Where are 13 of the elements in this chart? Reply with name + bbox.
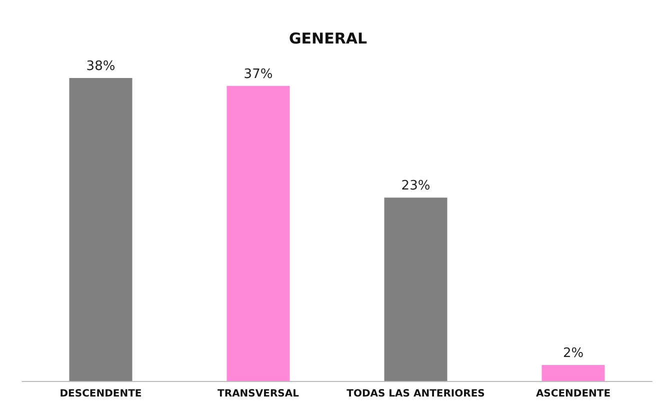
bar (226, 86, 290, 381)
chart-title: GENERAL (288, 30, 368, 48)
data-label: 38% (86, 58, 116, 74)
x-tick-label: ASCENDENTE (536, 388, 611, 400)
bar (69, 78, 132, 381)
x-tick-label: TODAS LAS ANTERIORES (346, 388, 485, 400)
x-tick-label: TRANSVERSAL (218, 388, 300, 400)
bar (384, 198, 448, 381)
data-label: 2% (562, 346, 584, 362)
x-tick-label: DESCENDENTE (60, 388, 142, 400)
data-label: 37% (244, 66, 273, 82)
bar (542, 365, 605, 381)
data-label: 23% (401, 178, 430, 194)
